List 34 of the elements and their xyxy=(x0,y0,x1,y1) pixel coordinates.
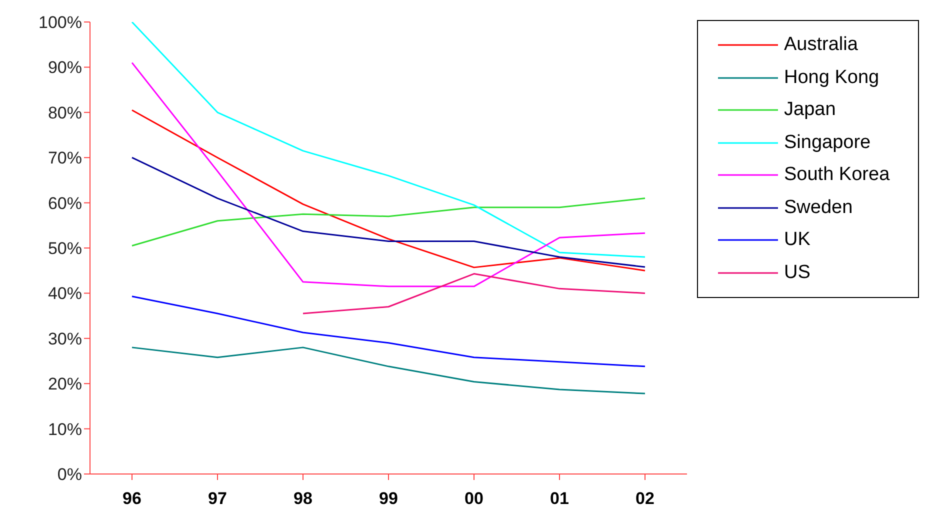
y-tick-label: 80% xyxy=(48,103,82,122)
line-series xyxy=(131,296,646,368)
y-tick-label: 20% xyxy=(48,374,82,394)
line-series xyxy=(131,156,646,268)
legend-label: UK xyxy=(784,229,810,252)
y-tick-label: 100% xyxy=(38,13,82,32)
legend-label: Singapore xyxy=(784,132,871,154)
line-series xyxy=(131,198,646,246)
legend-label: South Korea xyxy=(784,164,890,186)
x-tick-label: 98 xyxy=(294,489,312,508)
y-tick-label: 30% xyxy=(48,329,82,348)
legend-label: Australia xyxy=(784,34,858,56)
x-tick-label: 00 xyxy=(464,489,484,508)
legend-label: US xyxy=(784,262,810,284)
y-tick-label: 0% xyxy=(57,465,82,484)
x-tick-label: 99 xyxy=(379,489,398,508)
line-series xyxy=(131,109,646,272)
y-tick-label: 50% xyxy=(48,239,82,258)
y-tick-label: 40% xyxy=(48,284,82,304)
legend-label: Japan xyxy=(784,99,836,122)
line-series xyxy=(131,346,646,394)
x-tick-label: 97 xyxy=(208,489,227,508)
x-tick-label: 96 xyxy=(122,489,142,508)
line-series xyxy=(302,273,646,314)
y-tick-label: 70% xyxy=(48,148,82,168)
line-series xyxy=(131,62,646,288)
x-tick-label: 01 xyxy=(550,489,569,508)
y-tick-label: 90% xyxy=(48,58,82,78)
y-tick-label: 10% xyxy=(48,420,82,439)
x-tick-label: 02 xyxy=(636,489,654,508)
legend-label: Hong Kong xyxy=(784,66,880,89)
line-series xyxy=(131,22,646,258)
legend-label: Sweden xyxy=(784,196,853,219)
y-tick-label: 60% xyxy=(48,194,82,213)
